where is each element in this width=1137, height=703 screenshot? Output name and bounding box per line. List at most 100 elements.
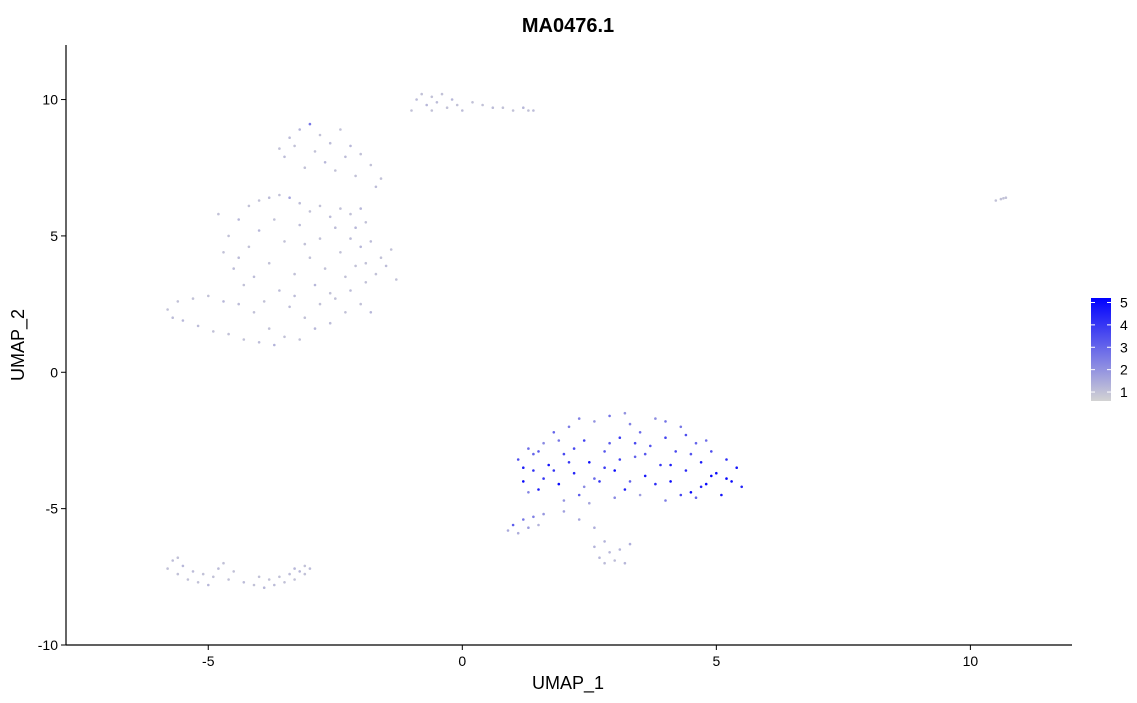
data-point (359, 245, 363, 249)
data-point (334, 297, 337, 300)
colorbar-tick-label: 1 (1120, 384, 1128, 400)
data-point (298, 223, 302, 227)
colorbar-tick-label: 3 (1120, 339, 1128, 355)
x-tick-label: 5 (712, 653, 720, 669)
data-point (359, 302, 363, 306)
data-point (720, 493, 723, 497)
data-point (649, 444, 652, 448)
data-point (344, 155, 347, 159)
data-point (542, 477, 545, 480)
data-point (247, 204, 251, 208)
data-point (278, 289, 281, 292)
data-point (257, 575, 261, 579)
data-point (623, 411, 627, 415)
data-point (471, 101, 474, 104)
data-point (273, 343, 276, 347)
data-point (603, 450, 606, 453)
data-point (730, 480, 733, 483)
data-point (232, 570, 235, 573)
data-point (339, 207, 342, 210)
data-point (654, 417, 657, 420)
data-point (582, 485, 586, 489)
data-point (633, 441, 637, 445)
data-point (303, 242, 307, 246)
data-point (511, 523, 515, 527)
data-point (212, 575, 215, 579)
data-point (562, 510, 566, 513)
data-point (354, 264, 357, 268)
data-point (273, 218, 276, 221)
data-point (252, 311, 256, 314)
data-point (522, 466, 525, 470)
data-point (207, 294, 210, 298)
y-tick-label: 10 (42, 92, 58, 108)
data-point (227, 234, 230, 238)
colorbar-tick-label: 5 (1120, 294, 1128, 310)
data-point (994, 199, 998, 202)
data-point (420, 92, 424, 96)
data-point (588, 501, 591, 505)
data-point (359, 207, 363, 210)
data-point (354, 226, 357, 229)
data-point (298, 570, 302, 573)
data-point (308, 122, 312, 126)
data-point (491, 106, 495, 109)
data-point (608, 414, 611, 418)
data-point (699, 461, 703, 464)
data-point (588, 461, 591, 464)
data-point (334, 226, 337, 229)
data-point (669, 463, 672, 467)
data-point (659, 463, 662, 467)
data-point (339, 251, 342, 254)
data-point (710, 450, 713, 453)
data-point (618, 548, 622, 551)
data-point (552, 469, 556, 472)
data-point (522, 480, 525, 483)
data-point (328, 215, 332, 219)
data-point (562, 499, 566, 502)
data-point (369, 240, 373, 243)
data-point (323, 267, 327, 270)
data-point (247, 245, 251, 249)
data-point (506, 529, 510, 532)
data-point (339, 128, 342, 131)
data-point (527, 447, 530, 450)
data-point (618, 458, 622, 461)
data-point (379, 256, 383, 260)
data-point (623, 488, 627, 491)
data-point (516, 458, 520, 461)
data-point (222, 561, 225, 565)
data-point (608, 551, 611, 554)
data-point (313, 150, 317, 153)
data-point (369, 311, 373, 314)
data-point (293, 272, 296, 276)
data-point (567, 425, 571, 429)
data-point (318, 204, 322, 208)
data-point (527, 109, 530, 112)
colorbar-tick-label: 2 (1120, 362, 1128, 378)
data-point (217, 212, 220, 216)
data-point (191, 570, 195, 573)
data-point (450, 98, 454, 101)
data-point (522, 518, 525, 521)
data-point (374, 272, 378, 276)
data-point (577, 417, 581, 420)
data-point (638, 493, 642, 497)
data-point (593, 526, 596, 529)
data-point (410, 109, 413, 112)
data-point (501, 106, 505, 109)
data-point (522, 106, 525, 109)
data-point (608, 441, 611, 445)
x-tick-label: -5 (202, 653, 215, 669)
data-point (664, 420, 667, 423)
data-point (293, 578, 296, 581)
data-point (349, 237, 352, 240)
data-point (354, 174, 357, 178)
data-point (689, 452, 693, 456)
data-point (593, 420, 596, 423)
data-point (699, 485, 703, 489)
data-point (638, 431, 642, 434)
y-axis-ticks: -10 -5 0 5 10 (38, 92, 66, 653)
data-point (171, 559, 174, 562)
